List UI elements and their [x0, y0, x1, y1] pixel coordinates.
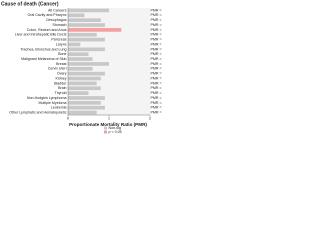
legend-swatch: [104, 130, 107, 134]
bar: [68, 47, 105, 52]
chart-title: Cause of death (Cancer): [1, 1, 59, 7]
bar: [68, 8, 109, 13]
value-label: PMR = 0.8: [151, 101, 163, 105]
value-label: PMR = 1.3: [151, 28, 163, 32]
value-label: PMR = 1.0: [151, 62, 163, 66]
bar: [68, 57, 93, 61]
value-label: PMR = 0.8: [151, 18, 163, 22]
y-tick-label: Cervix Uteri: [48, 67, 67, 71]
bar: [68, 81, 97, 86]
bar: [68, 96, 105, 100]
value-label: PMR = 0.9: [151, 23, 163, 27]
value-label: PMR = 0.7: [151, 111, 163, 115]
bar: [68, 23, 105, 27]
y-tick-label: Leukemia: [51, 106, 67, 110]
legend-label: p < 0.05: [109, 130, 122, 134]
value-label: PMR = 0.4: [151, 13, 163, 17]
x-tick-label: 0: [67, 116, 69, 120]
y-tick-label: Bladder: [54, 81, 67, 85]
bar: [68, 110, 97, 115]
x-axis-title: Proportionate Mortality Ratio (PMR): [69, 122, 147, 127]
y-tick-label: Non-Hodgkin Lymphoma: [27, 96, 67, 100]
y-tick-label: Kidney: [56, 76, 67, 80]
bar: [68, 100, 101, 105]
y-tick-label: Other Lymphatic and Hematopoietic: [9, 111, 66, 115]
y-tick-label: Stomach: [52, 23, 66, 27]
y-tick-label: Colon, Rectum and Anus: [27, 28, 67, 32]
value-label: PMR = 0.9: [151, 96, 163, 100]
bar: [68, 71, 105, 76]
value-label: PMR = 0.9: [151, 72, 163, 76]
bar: [68, 105, 105, 110]
x-tick-label: 2: [149, 116, 151, 120]
chart: Cause of death (Cancer) Proportionate Mo…: [1, 1, 163, 134]
legend-swatch: [104, 126, 107, 130]
bar: [68, 52, 89, 57]
value-label: PMR = 0.5: [151, 91, 163, 95]
value-label: PMR = 1.0: [151, 8, 163, 12]
bar: [68, 91, 89, 95]
value-label: PMR = 0.8: [151, 76, 163, 80]
y-tick-label: Multiple Myeloma: [39, 101, 67, 105]
y-tick-label: Oesophagus: [46, 18, 67, 22]
bar: [68, 28, 122, 32]
y-tick-label: Larynx: [56, 42, 67, 46]
y-tick-label: Ovary: [57, 72, 67, 76]
y-tick-label: Trachea, Bronchus and Lung: [20, 47, 66, 51]
y-tick-label: Malignant Melanoma of Skin: [21, 57, 66, 61]
value-label: PMR = 0.6: [151, 67, 163, 71]
value-label: PMR = 0.7: [151, 81, 163, 85]
value-label: PMR = 0.9: [151, 106, 163, 110]
y-tick-label: Breast: [56, 62, 66, 66]
bar: [68, 18, 101, 23]
y-tick-label: Bone: [58, 52, 66, 56]
value-label: PMR = 0.6: [151, 57, 163, 61]
bar: [68, 13, 85, 18]
x-tick-label: 1: [108, 116, 110, 120]
y-tick-label: Oral Cavity and Pharynx: [28, 13, 67, 17]
value-label: PMR = 0.7: [151, 33, 163, 37]
legend-label: Non-sig: [109, 126, 121, 130]
y-tick-label: Brain: [58, 86, 66, 90]
bar: [68, 32, 97, 37]
bar: [68, 66, 93, 71]
value-label: PMR = 0.8: [151, 86, 163, 90]
y-tick-label: Liver and Intrahepatic Bile Ducts: [15, 33, 67, 37]
bar: [68, 37, 105, 42]
value-label: PMR = 0.3: [151, 42, 163, 46]
y-tick-label: Pancreas: [51, 38, 66, 42]
bar: [68, 76, 101, 81]
page: {"chart_data": {"type": "bar", "orientat…: [1, 1, 163, 134]
bar: [68, 42, 81, 47]
value-label: PMR = 0.9: [151, 47, 163, 51]
y-tick-label: All Cancers: [48, 8, 67, 12]
value-label: PMR = 0.9: [151, 38, 163, 42]
value-label: PMR = 0.5: [151, 52, 163, 56]
bar: [68, 86, 101, 91]
y-tick-label: Thyroid: [55, 91, 67, 95]
bar: [68, 62, 109, 66]
